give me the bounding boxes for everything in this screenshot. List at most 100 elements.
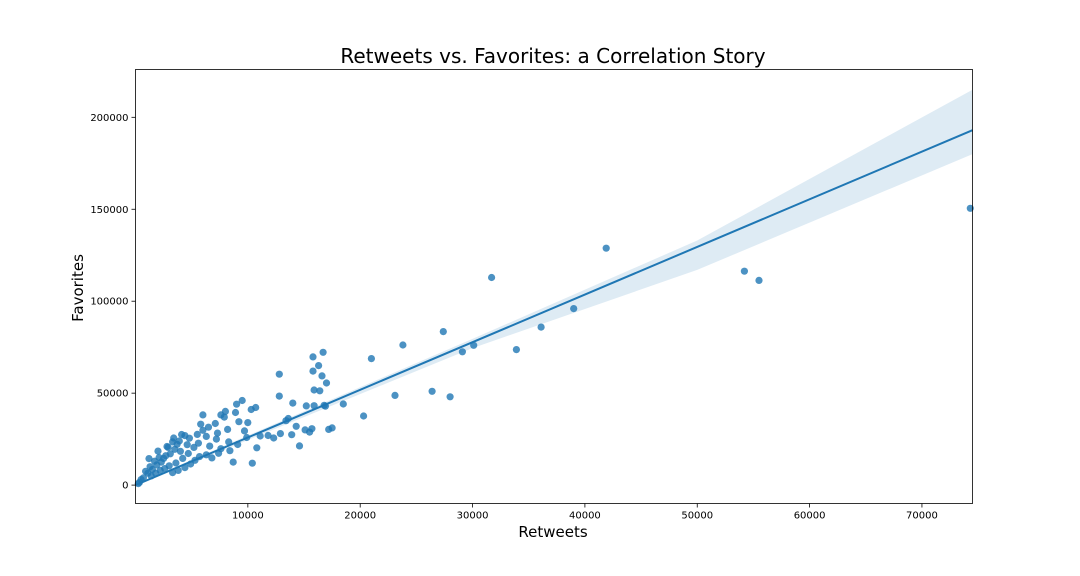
data-point	[197, 420, 205, 428]
data-point	[208, 454, 216, 462]
data-point	[179, 454, 187, 462]
data-point	[292, 422, 300, 430]
y-tick-label: 150000	[90, 205, 128, 216]
data-point	[256, 432, 264, 440]
data-point	[309, 367, 317, 375]
data-point	[225, 438, 233, 446]
data-point	[220, 413, 228, 421]
data-point	[233, 400, 241, 408]
data-point	[512, 346, 521, 354]
x-tick-label: 20000	[344, 511, 376, 522]
data-point	[146, 463, 154, 471]
data-point	[151, 457, 159, 465]
data-point	[322, 379, 331, 387]
data-point	[183, 441, 191, 449]
x-axis: 10000 20000 30000 40000 50000 60000 70000	[232, 503, 938, 522]
data-point	[318, 372, 326, 380]
y-tick-label: 100000	[90, 297, 128, 308]
data-point	[229, 458, 237, 466]
data-point	[276, 430, 284, 438]
data-point	[204, 423, 213, 431]
data-point	[199, 411, 207, 419]
data-point	[213, 429, 222, 437]
data-point	[206, 442, 214, 450]
data-point	[428, 387, 436, 395]
x-tick-label: 40000	[569, 511, 601, 522]
data-point	[325, 425, 333, 433]
data-point	[253, 444, 261, 452]
data-point	[302, 402, 310, 410]
data-point	[439, 328, 447, 336]
data-point	[339, 400, 347, 408]
data-point	[178, 430, 186, 439]
data-point	[310, 402, 318, 410]
data-point	[264, 431, 272, 440]
data-point	[171, 445, 179, 453]
data-point	[391, 391, 399, 399]
x-tick-label: 50000	[681, 511, 713, 522]
data-point	[446, 393, 454, 401]
data-point	[212, 435, 220, 443]
data-point	[306, 428, 314, 436]
data-point	[367, 355, 375, 363]
data-point	[289, 399, 297, 407]
data-point	[288, 431, 296, 439]
plot-area	[134, 89, 974, 488]
regression-line	[135, 129, 973, 487]
plot-frame	[135, 69, 973, 504]
data-point	[755, 276, 763, 284]
data-point	[238, 396, 246, 405]
data-point	[142, 467, 150, 475]
x-tick-label: 30000	[457, 511, 489, 522]
data-point	[145, 455, 153, 463]
data-point	[211, 419, 219, 428]
data-point	[316, 387, 324, 395]
data-point	[194, 439, 202, 447]
data-point	[190, 443, 198, 451]
data-point	[176, 447, 184, 455]
data-point	[224, 425, 232, 433]
data-point	[235, 418, 243, 426]
data-point	[602, 244, 610, 252]
data-point	[231, 408, 240, 417]
data-point	[570, 305, 578, 313]
data-point	[295, 442, 304, 450]
data-point	[740, 267, 749, 275]
data-point	[319, 348, 327, 356]
data-point	[360, 412, 368, 420]
y-tick-label: 0	[122, 481, 128, 492]
y-tick-label: 50000	[97, 389, 129, 400]
x-tick-label: 10000	[232, 511, 264, 522]
data-point	[537, 323, 545, 331]
y-axis-label: Favorites	[69, 254, 87, 322]
data-point	[172, 459, 180, 467]
y-tick-label: 200000	[90, 113, 128, 124]
data-point	[270, 434, 278, 442]
data-point	[244, 419, 252, 427]
confidence-band	[135, 89, 973, 486]
data-point	[399, 341, 407, 349]
data-point	[247, 405, 255, 414]
data-point	[315, 362, 323, 370]
data-point	[202, 432, 210, 440]
y-axis: 0 50000 100000 150000 200000	[90, 113, 136, 492]
data-point	[458, 348, 466, 356]
data-point	[275, 392, 283, 400]
data-point	[193, 430, 201, 438]
x-axis-label: Retweets	[518, 523, 587, 541]
data-point	[275, 370, 283, 378]
chart-title: Retweets vs. Favorites: a Correlation St…	[340, 44, 765, 68]
data-point	[309, 353, 317, 361]
data-point	[226, 447, 234, 455]
data-point	[184, 449, 192, 458]
data-point	[170, 434, 178, 442]
data-point	[154, 447, 162, 455]
data-point	[310, 386, 318, 394]
data-point	[199, 426, 207, 434]
data-point	[248, 459, 256, 467]
data-point	[488, 273, 496, 282]
data-point	[240, 427, 249, 435]
data-point	[163, 442, 171, 451]
x-tick-label: 70000	[906, 511, 938, 522]
